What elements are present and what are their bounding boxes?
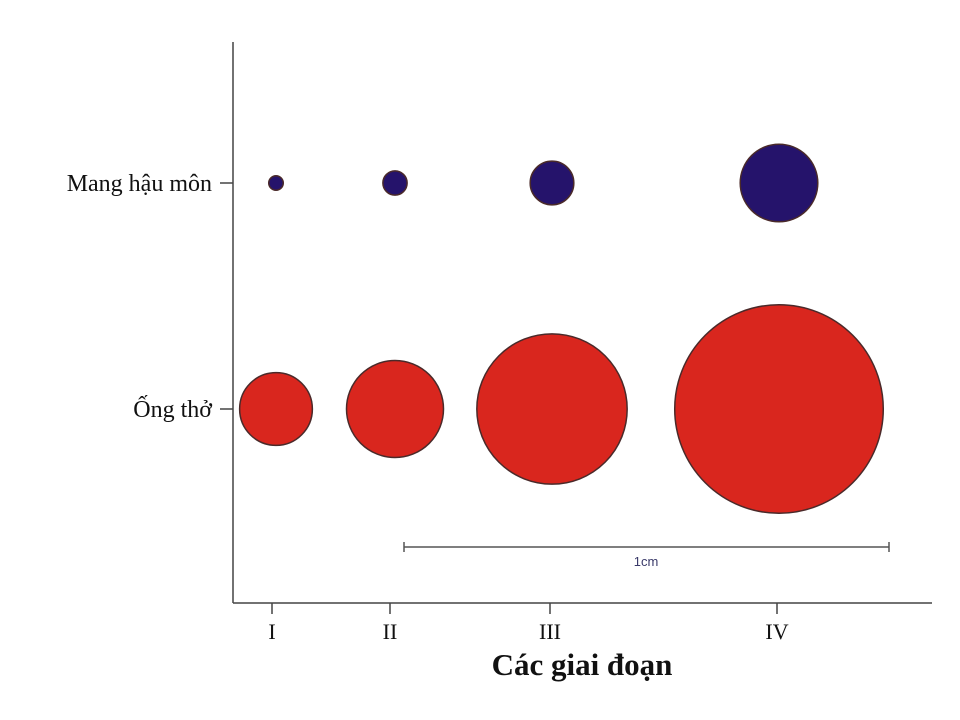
bubble-ong-tho-IV xyxy=(673,303,885,515)
x-tick-label-I: I xyxy=(268,619,275,644)
y-tick-label-mang-hau-mon: Mang hậu môn xyxy=(67,171,212,197)
bubble-mang-hau-mon-II xyxy=(382,170,408,196)
x-tick-label-II: II xyxy=(383,619,398,644)
bubble-ong-tho-I xyxy=(238,371,314,447)
bubble-mang-hau-mon-III xyxy=(529,160,575,206)
x-tick-label-III: III xyxy=(539,619,561,644)
x-tick-label-IV: IV xyxy=(765,619,788,644)
x-axis-title: Các giai đoạn xyxy=(492,647,673,682)
bubble-ong-tho-II xyxy=(345,359,445,459)
scale-bar-label: 1cm xyxy=(634,554,659,569)
bubble-ong-tho-III xyxy=(476,333,628,485)
bubble-mang-hau-mon-IV xyxy=(739,143,819,223)
bubble-mang-hau-mon-I xyxy=(267,174,285,192)
scale-bar: 1cm xyxy=(403,542,890,569)
bubbles-layer xyxy=(238,143,885,515)
y-tick-label-ong-tho: Ống thở xyxy=(133,396,212,423)
